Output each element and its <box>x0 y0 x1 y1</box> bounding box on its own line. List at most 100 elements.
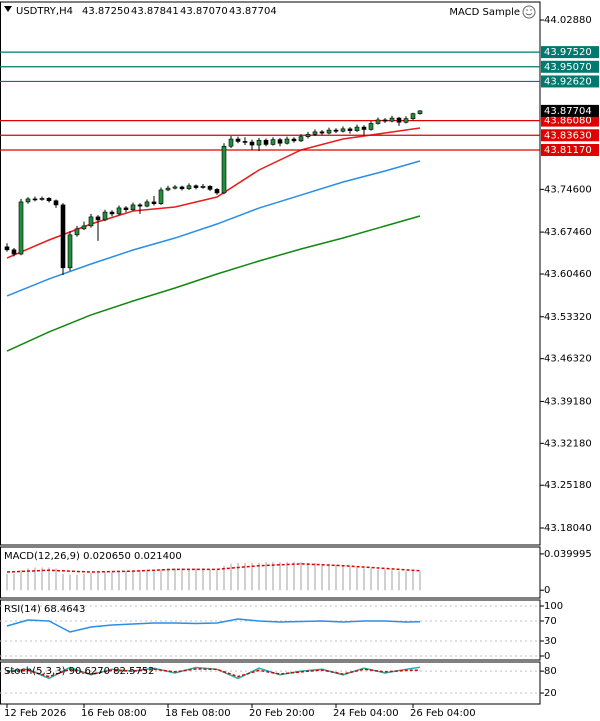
candle-body <box>200 186 206 188</box>
level-tag <box>541 75 599 88</box>
candle-body <box>333 129 339 132</box>
candle-body <box>305 133 311 137</box>
candle-body <box>214 189 220 194</box>
y-tick-label: 44.02880 <box>544 15 592 26</box>
x-tick-label: 24 Feb 04:00 <box>333 708 399 719</box>
y-tick-label: 43.25180 <box>544 480 592 491</box>
y-tick-label: 43.18040 <box>544 523 592 534</box>
level-tag <box>541 60 599 73</box>
candle-body <box>88 216 94 227</box>
candle-body <box>368 123 374 130</box>
x-tick-label: 18 Feb 08:00 <box>165 708 231 719</box>
candle-body <box>165 187 171 191</box>
collapse-icon[interactable] <box>4 6 12 12</box>
level-label: 43.97520 <box>544 47 592 58</box>
candle-body <box>46 198 52 202</box>
candle-body <box>277 139 283 144</box>
candle-body <box>18 201 24 255</box>
candle-body <box>361 126 367 130</box>
candle-body <box>326 129 332 134</box>
candle-body <box>270 139 276 145</box>
y-tick-label: 43.32180 <box>544 438 592 449</box>
smiley-face <box>522 5 536 19</box>
candle-body <box>389 117 395 122</box>
candle-body <box>312 131 318 135</box>
candle-body <box>151 201 157 205</box>
expert-name: MACD Sample <box>449 7 520 18</box>
candle-body <box>81 225 87 230</box>
candle-body <box>60 204 66 269</box>
y-tick-label: 80 <box>544 666 557 677</box>
candle-body <box>207 186 213 190</box>
x-tick-label: 12 Feb 2026 <box>4 708 66 719</box>
candle-body <box>242 141 248 143</box>
x-tick-label: 16 Feb 08:00 <box>81 708 147 719</box>
candle-body <box>137 204 143 207</box>
candle-body <box>403 118 409 123</box>
candle-body <box>291 138 297 142</box>
level-tag <box>541 114 599 127</box>
level-tag <box>541 46 599 59</box>
candle-body <box>298 136 304 142</box>
candle-body <box>410 113 416 119</box>
candle-body <box>53 200 59 206</box>
expert-smiley[interactable] <box>522 5 536 19</box>
smiley-eye <box>526 9 528 11</box>
indicator-line <box>6 160 421 297</box>
price-label: 43.87704 <box>544 106 592 117</box>
candle-body <box>340 128 346 132</box>
candle-body <box>144 201 150 207</box>
x-tick-label: 20 Feb 20:00 <box>249 708 315 719</box>
indicator-line <box>6 668 421 678</box>
indicator-line <box>6 215 421 352</box>
header-close: 43.87704 <box>229 6 277 17</box>
header-open: 43.87250 <box>82 6 130 17</box>
y-tick-label: 43.46320 <box>544 354 592 365</box>
candle-body <box>256 139 262 146</box>
smiley-mouth <box>525 13 533 16</box>
candle-body <box>396 117 402 123</box>
y-tick-label: 43.39180 <box>544 396 592 407</box>
candle-body <box>235 138 241 142</box>
y-tick-label: 0.039995 <box>544 549 592 560</box>
y-tick-label: 43.53320 <box>544 312 592 323</box>
y-tick-label: 20 <box>544 688 557 699</box>
candle-body <box>347 128 353 131</box>
candle-body <box>319 131 325 134</box>
candle-body <box>39 198 45 200</box>
smiley-eye <box>530 9 532 11</box>
y-tick-label: 30 <box>544 636 557 647</box>
panel-title: RSI(14) 68.4643 <box>4 604 85 615</box>
candle-body <box>193 185 199 188</box>
candle-body <box>95 216 101 221</box>
panel-frame <box>0 599 541 661</box>
indicator-line <box>6 563 421 573</box>
candle-body <box>186 185 192 190</box>
y-tick-label: 100 <box>544 601 563 612</box>
level-label: 43.95070 <box>544 62 592 73</box>
candle-body <box>263 139 269 145</box>
candle-body <box>11 249 17 255</box>
panel-title: MACD(12,26,9) 0.020650 0.021400 <box>4 551 182 562</box>
candle-body <box>74 228 80 236</box>
level-label: 43.83630 <box>544 130 592 141</box>
indicator-line <box>6 618 421 633</box>
candle-body <box>354 126 360 131</box>
y-tick-label: 43.67460 <box>544 227 592 238</box>
level-label: 43.92620 <box>544 76 592 87</box>
level-tag <box>541 144 599 157</box>
candle-body <box>109 211 115 215</box>
candle-body <box>375 119 381 124</box>
candle-body <box>102 211 108 221</box>
candle-body <box>158 189 164 205</box>
price-tag <box>541 104 599 117</box>
candle-body <box>221 145 227 194</box>
y-tick-label: 43.60460 <box>544 269 592 280</box>
candle-body <box>179 186 185 190</box>
y-tick-label: 70 <box>544 616 557 627</box>
symbol: USDTRY,H4 <box>16 6 73 17</box>
candle-body <box>417 110 423 114</box>
candle-body <box>249 141 255 146</box>
